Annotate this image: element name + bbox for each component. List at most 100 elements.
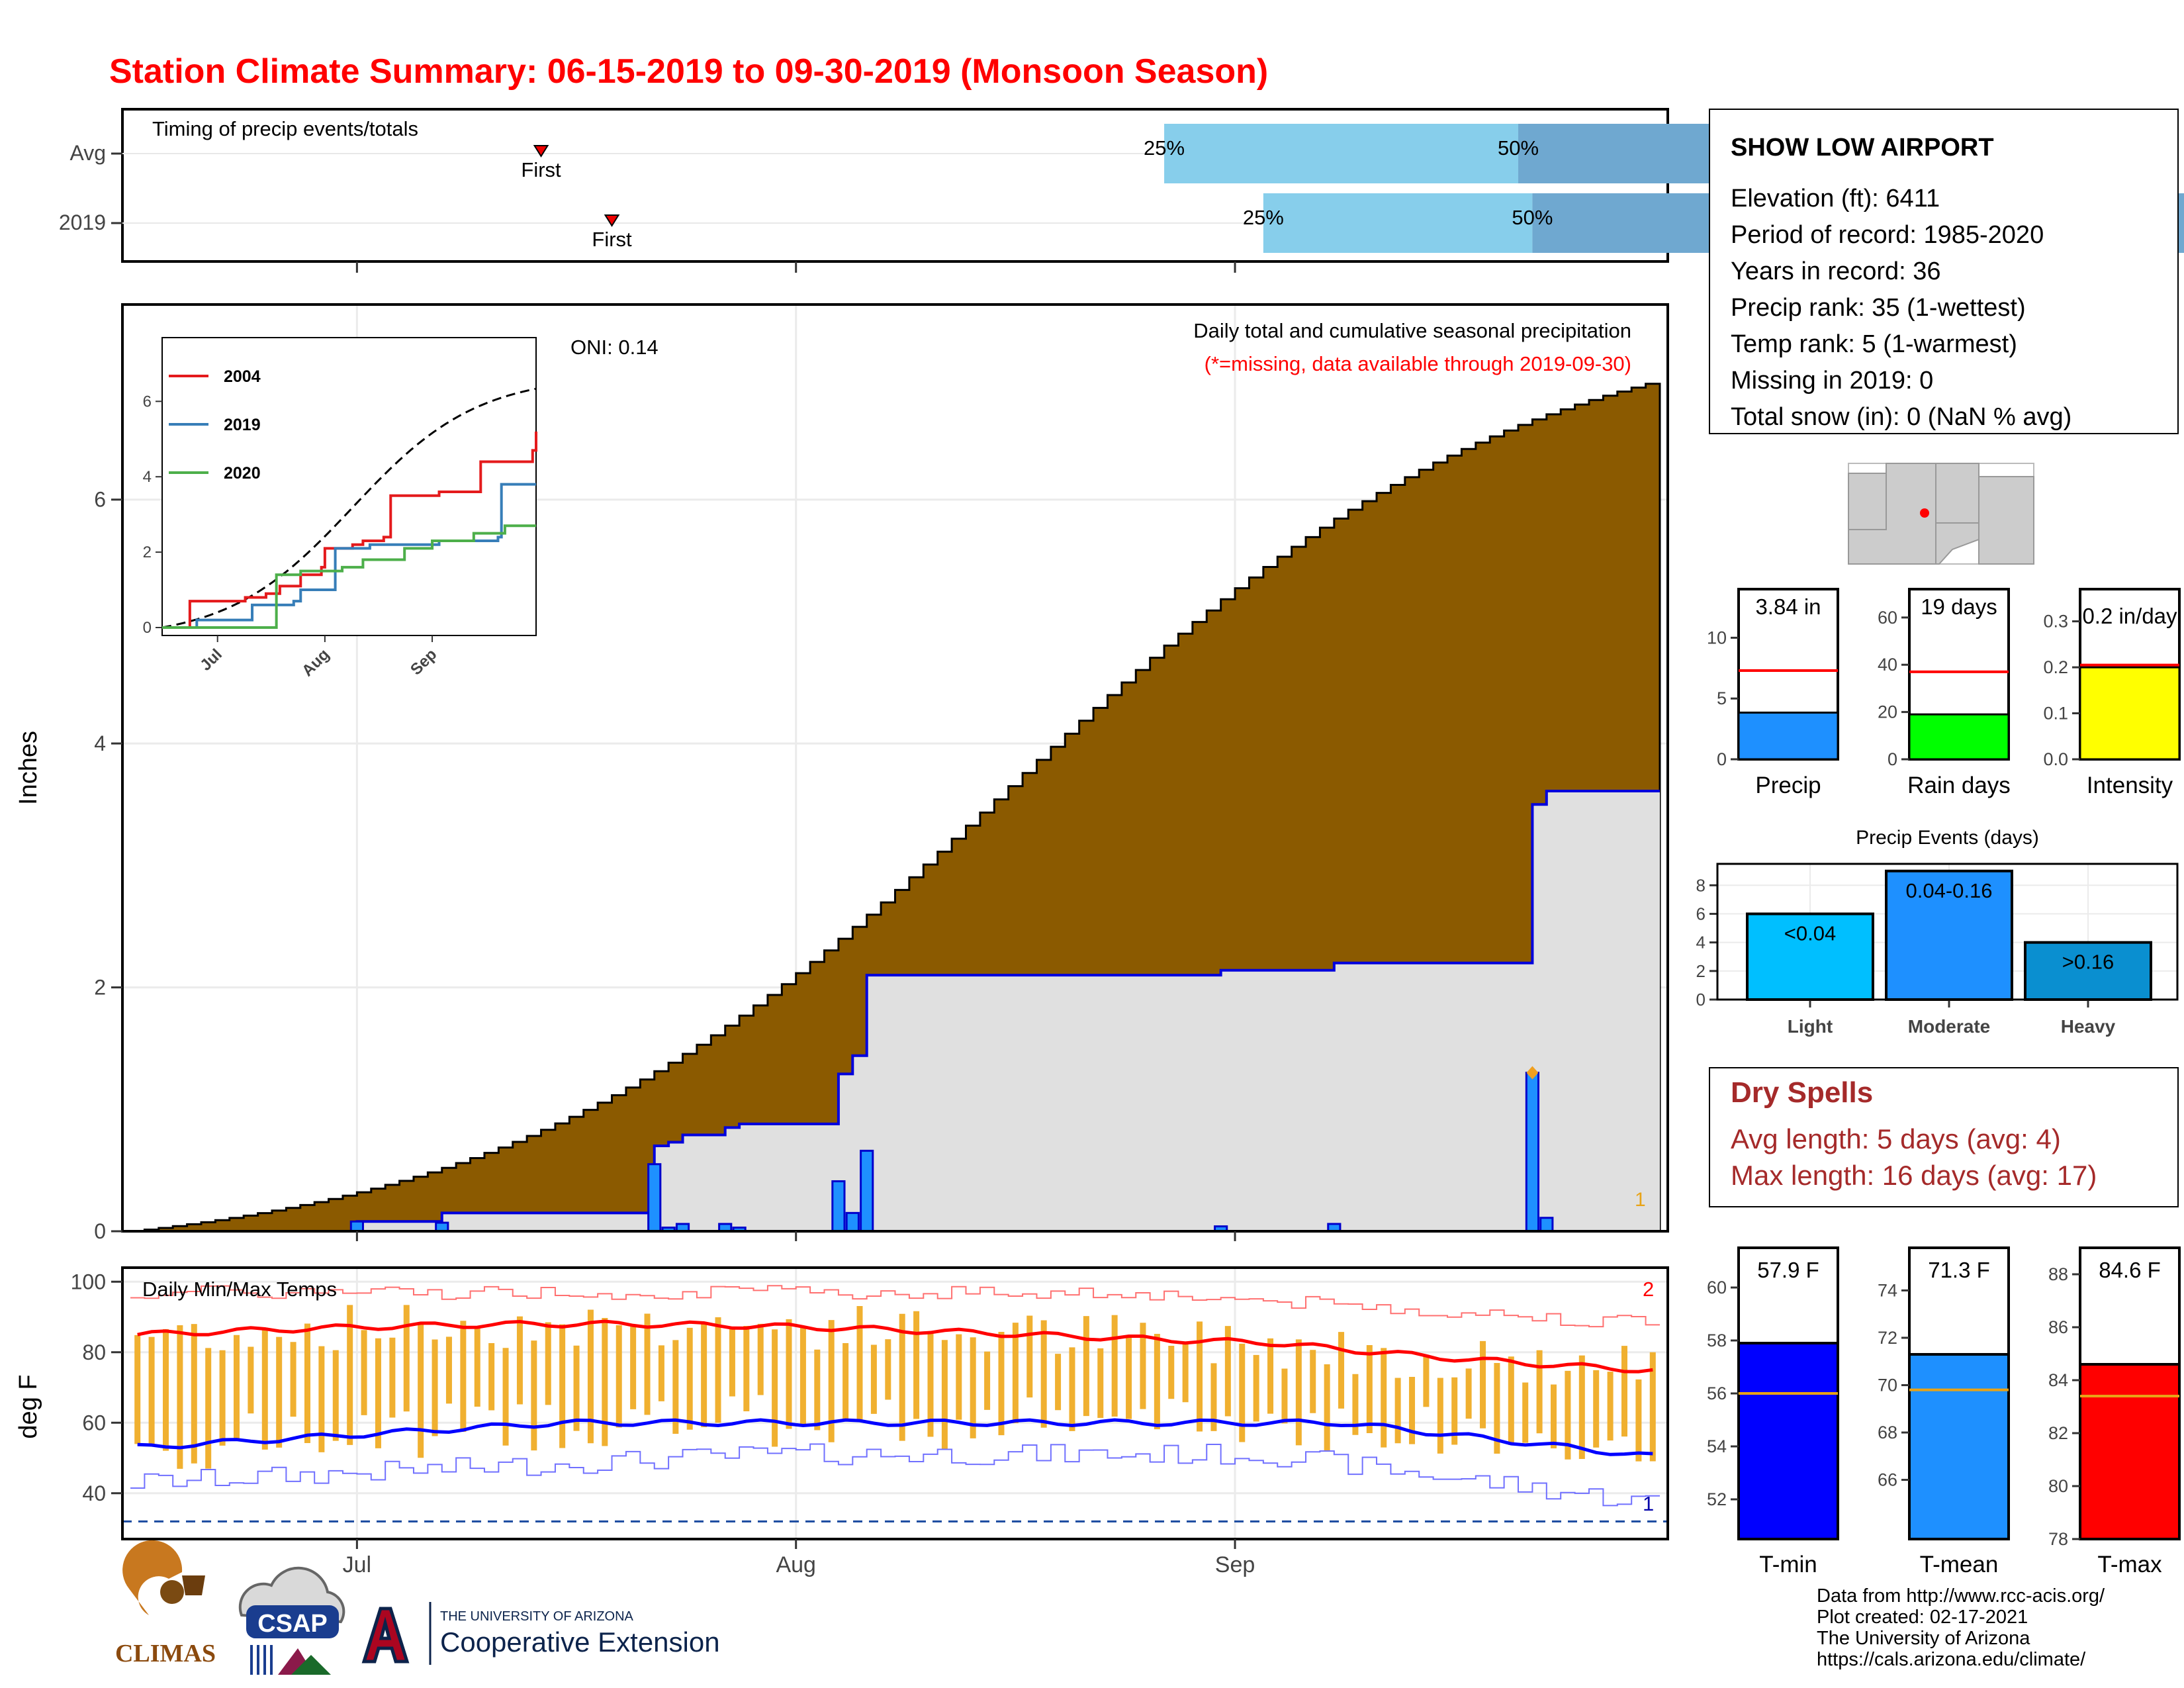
summary-y-label: 0.1 [2043, 704, 2068, 724]
temp-summary-y-label: 72 [1878, 1328, 1897, 1348]
dry-spells-title: Dry Spells [1731, 1076, 1873, 1109]
summary-bar-1 [1908, 713, 2010, 761]
daily-precip-bar [845, 1211, 860, 1233]
dry-spells-avg: Avg length: 5 days (avg: 4) [1731, 1123, 2061, 1154]
daily-precip-bar [1525, 1072, 1540, 1233]
temp-label: Daily Min/Max Temps [142, 1278, 337, 1301]
inset-legend-label: 2020 [224, 464, 261, 483]
summary-y-label: 0.2 [2043, 657, 2068, 677]
events-border [1716, 863, 2179, 1001]
precip-y-label: 0 [94, 1219, 106, 1243]
ua-small-text: THE UNIVERSITY OF ARIZONA [440, 1609, 634, 1624]
temp-summary-y-label: 54 [1707, 1436, 1727, 1456]
events-y-label: 8 [1696, 875, 1706, 895]
summary-bar-label: Intensity [2087, 773, 2173, 798]
summary-bar-label: Precip [1755, 773, 1821, 798]
temp-summary-y-label: 60 [1707, 1278, 1727, 1297]
timing-pct-1: 50% [1512, 206, 1553, 229]
events-category: Moderate [1908, 1016, 1990, 1037]
summary-y-label: 0 [1888, 749, 1897, 769]
station-line-5: Missing in 2019: 0 [1731, 367, 1933, 395]
temp-panel: Daily Min/Max Temps 2 1 deg F 40 60 80 100 [15, 1266, 1669, 1549]
summary-y-label: 0 [1717, 749, 1727, 769]
timing-row-label: 2019 [59, 211, 106, 234]
record-max-line [130, 1285, 1660, 1328]
temp-y-label: 100 [71, 1270, 106, 1293]
summary-y-label: 10 [1707, 628, 1727, 647]
timing-bar-early [1164, 124, 1519, 183]
daily-precip-bar [831, 1180, 846, 1233]
temp-summary-y-label: 84 [2048, 1370, 2068, 1390]
temp-summary-y-label: 88 [2048, 1264, 2068, 1284]
csap-logo: CSAP [238, 1566, 345, 1675]
temp-summary-y-label: 78 [2048, 1529, 2068, 1549]
precip-events-chart: Precip Events (days) 0 2 4 6 8 <0.04 Light 0.04-… [1696, 827, 2179, 1037]
locator-map [1848, 463, 2034, 565]
ua-big-text: Cooperative Extension [440, 1626, 720, 1658]
credit-line-2: The University of Arizona [1817, 1628, 2030, 1649]
summary-y-label: 5 [1717, 688, 1727, 708]
record-min-line [130, 1443, 1660, 1507]
events-bar-1 [1885, 869, 2013, 1001]
events-bar-label: >0.16 [2062, 951, 2114, 974]
inset-legend-label: 2004 [224, 367, 261, 386]
temp-summary-y-label: 86 [2048, 1317, 2068, 1337]
climas-logo: CLIMAS [115, 1540, 216, 1667]
first-label: First [521, 158, 561, 181]
summary-value-text: 3.84 in [1755, 594, 1821, 619]
credit-line-3: https://cals.arizona.edu/climate/ [1817, 1649, 2086, 1670]
climas-wordmark: CLIMAS [115, 1640, 216, 1667]
temp-y-label: 80 [82, 1340, 106, 1364]
inset-y-label: 0 [143, 619, 152, 637]
timing-pct-1: 50% [1498, 136, 1539, 160]
dry-spells-box: Dry Spells Avg length: 5 days (avg: 4) M… [1709, 1067, 2179, 1207]
oni-label: ONI: 0.14 [570, 336, 659, 359]
temp-summary-bar-2 [2079, 1363, 2181, 1540]
daily-precip-bar [1539, 1217, 1554, 1233]
events-y-label: 6 [1696, 904, 1706, 924]
timing-bar-early [1263, 193, 1533, 253]
daily-precip-bar [647, 1163, 662, 1233]
cumulative-2019-line [130, 790, 1660, 1233]
precip-y-label: 4 [94, 731, 106, 755]
temp-summary-bar-1 [1908, 1352, 2010, 1540]
events-title: Precip Events (days) [1856, 827, 2039, 849]
timing-pct-0: 25% [1243, 206, 1284, 229]
timing-row-label: Avg [69, 141, 106, 165]
temp-summary-value: 84.6 F [2099, 1258, 2161, 1282]
precip-count: 1 [1635, 1189, 1646, 1211]
temp-summary-y-label: 82 [2048, 1423, 2068, 1443]
temp-summary-label: T-min [1759, 1552, 1817, 1577]
missing-note: (*=missing, data available through 2019-… [1205, 352, 1631, 375]
temp-summary-y-label: 70 [1878, 1375, 1897, 1395]
summary-y-label: 20 [1878, 702, 1897, 722]
station-line-6: Total snow (in): 0 (NaN % avg) [1731, 403, 2071, 431]
temp-summary-label: T-max [2097, 1552, 2162, 1577]
summary-value-text: 19 days [1921, 594, 1997, 619]
temp-summary-value: 71.3 F [1928, 1258, 1990, 1282]
summary-y-label: 60 [1878, 608, 1897, 628]
precip-ylabel: Inches [15, 731, 42, 805]
temp-count-min: 1 [1643, 1492, 1654, 1515]
inset-y-label: 4 [143, 468, 152, 486]
inset-series-2 [162, 524, 536, 629]
events-bar-0 [1746, 912, 1874, 1002]
precip-y-label: 2 [94, 976, 106, 1000]
station-name: SHOW LOW AIRPORT [1731, 134, 1994, 162]
station-line-2: Years in record: 36 [1731, 258, 1941, 285]
temp-summary-y-label: 58 [1707, 1331, 1727, 1350]
temp-summary-y-label: 56 [1707, 1383, 1727, 1403]
temp-ylabel: deg F [15, 1374, 42, 1438]
first-label: First [592, 228, 632, 251]
temp-summary-y-label: 80 [2048, 1476, 2068, 1496]
timing-pct-0: 25% [1144, 136, 1185, 160]
temp-summary-bar-0 [1737, 1342, 1839, 1540]
temp-y-label: 40 [82, 1481, 106, 1505]
first-marker [604, 214, 620, 227]
station-line-4: Temp rank: 5 (1-warmest) [1731, 330, 2017, 358]
daily-precip-bar [860, 1149, 874, 1233]
station-location-dot [1920, 508, 1929, 518]
events-bar-label: <0.04 [1784, 922, 1836, 945]
